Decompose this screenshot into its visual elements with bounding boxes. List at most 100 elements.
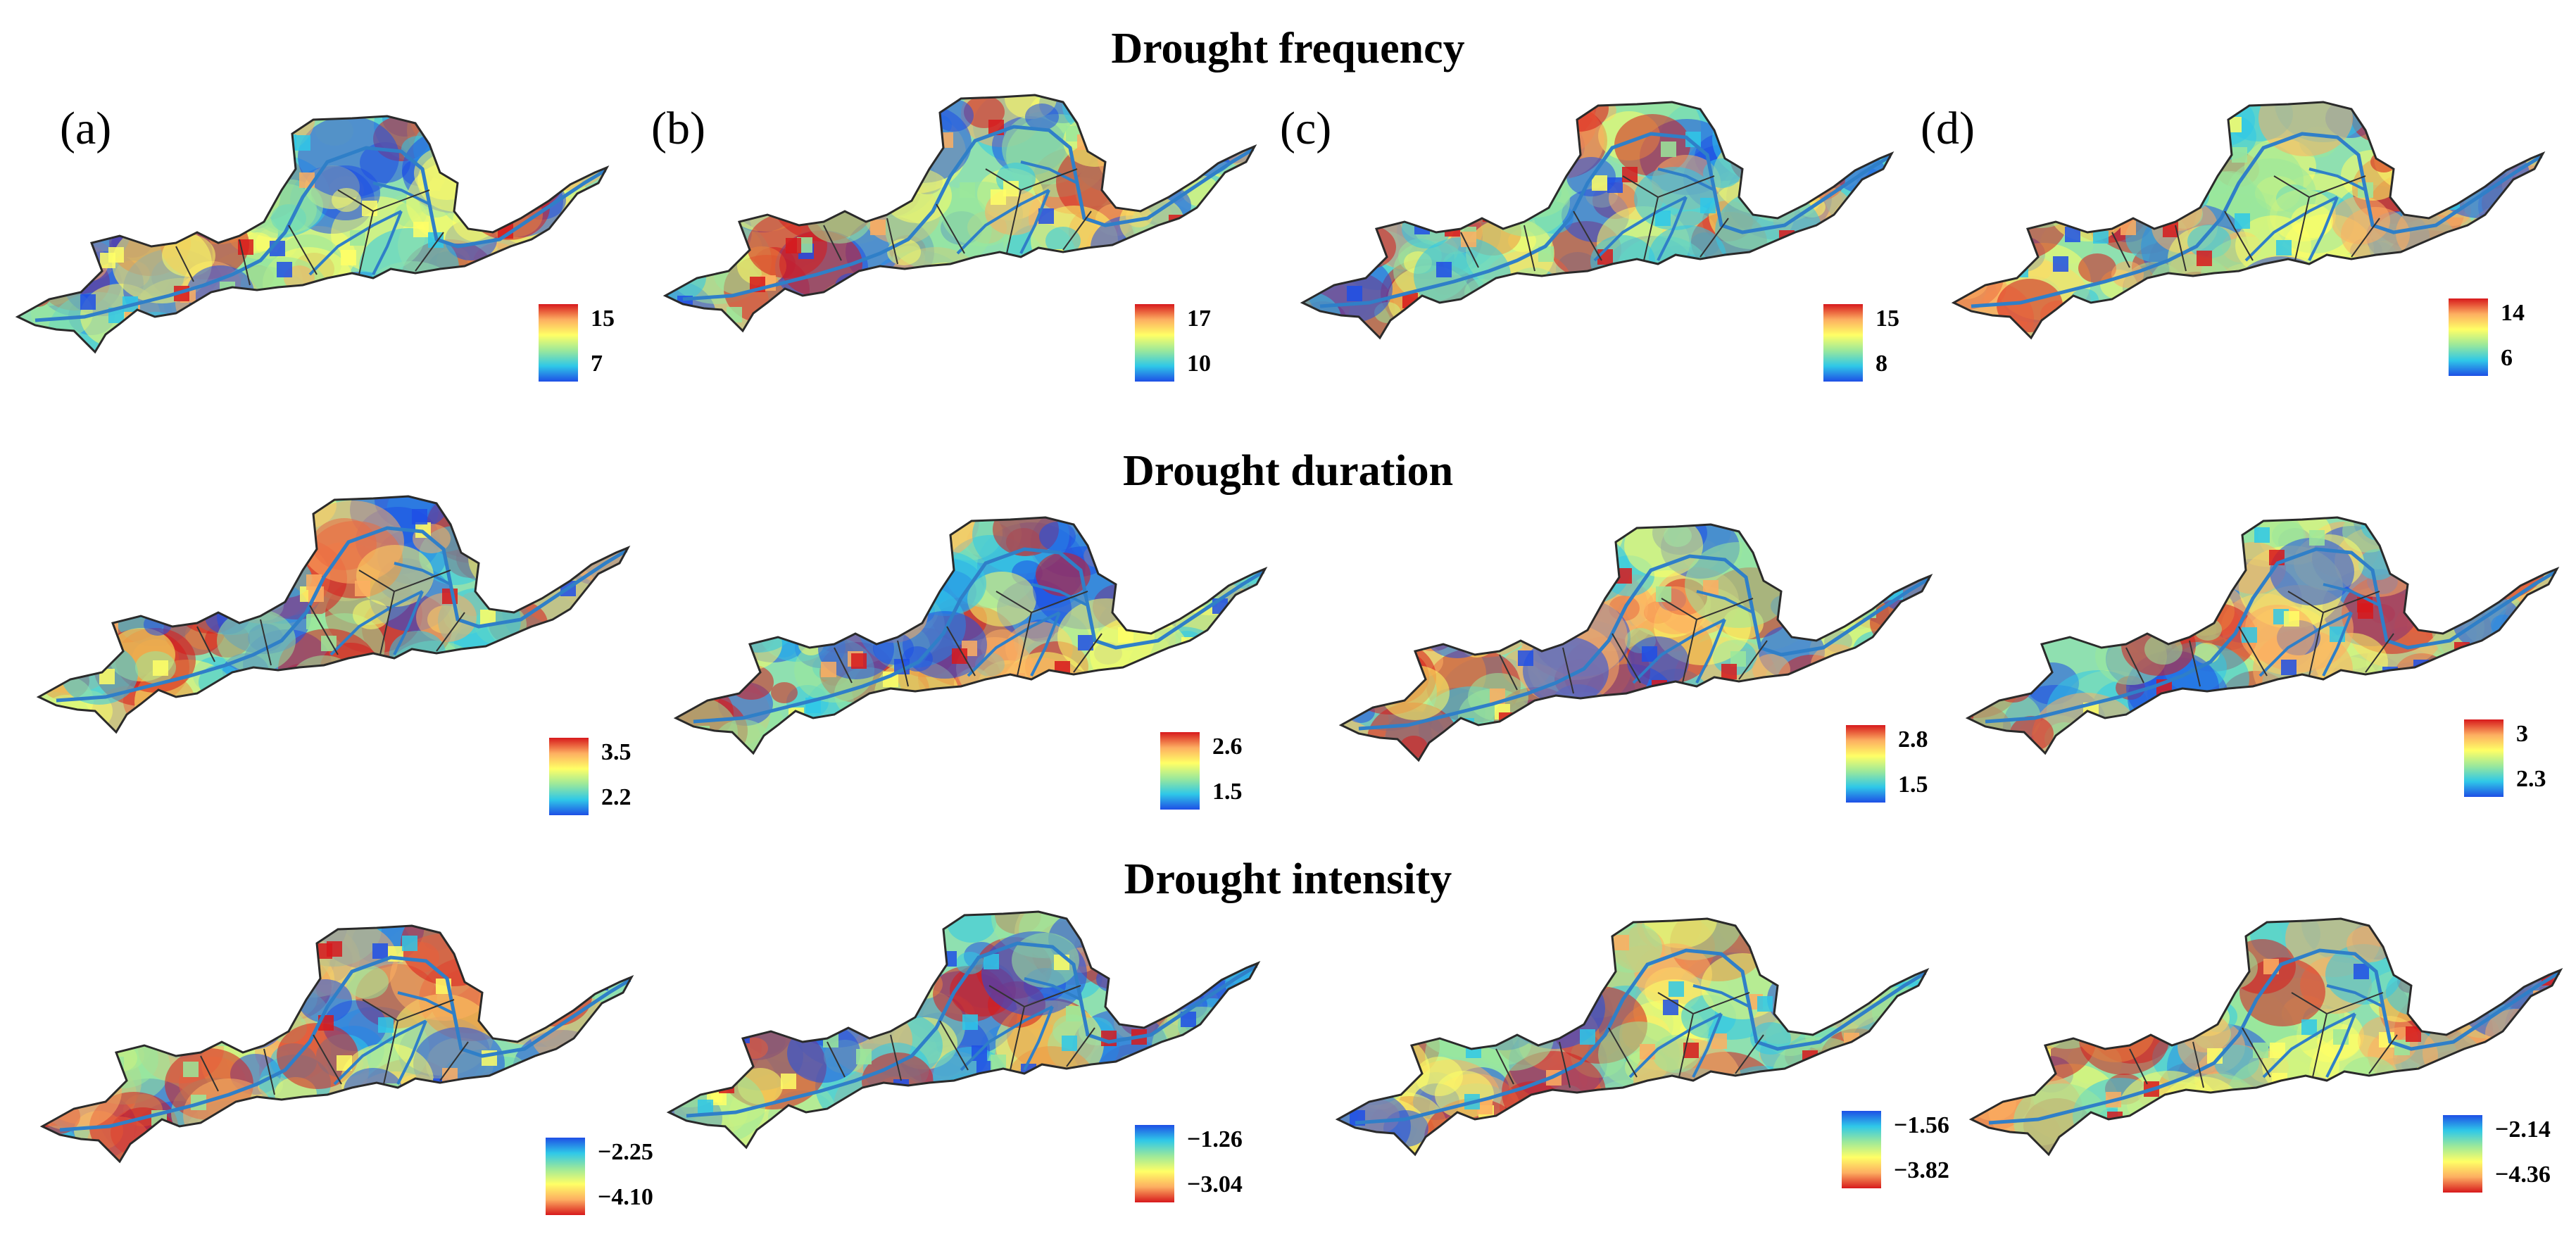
- main-river: [682, 125, 1255, 301]
- basin-outline: [36, 495, 631, 734]
- colorbar: [2464, 719, 2503, 797]
- main-river: [1988, 948, 2561, 1125]
- legend-intensity-b: −1.26 −3.04: [1135, 1125, 1276, 1202]
- map-frequency-b: [662, 94, 1257, 333]
- tributary: [333, 991, 455, 1086]
- basin-outline: [1965, 516, 2560, 755]
- basin-outline: [1968, 917, 2563, 1157]
- tributary: [1593, 168, 1715, 262]
- tributary: [1628, 984, 1750, 1078]
- sub-basin-boundary: [1460, 175, 1729, 272]
- basin-outline: [1951, 101, 2546, 340]
- tributary: [1632, 590, 1754, 684]
- map-duration-b: [673, 516, 1268, 755]
- sub-basin-boundary: [823, 168, 1092, 265]
- main-river: [686, 941, 1258, 1118]
- sub-basin-boundary: [1499, 598, 1768, 694]
- sub-basin-boundary: [2129, 992, 2398, 1088]
- main-river: [59, 955, 632, 1132]
- legend-max-label: 3: [2516, 721, 2528, 747]
- tributary: [2244, 168, 2366, 262]
- main-river: [34, 146, 607, 322]
- legend-min-label: 2.2: [601, 784, 632, 810]
- legend-max-label: 15: [591, 306, 615, 332]
- legend-frequency-a: 15 7: [539, 304, 679, 382]
- basin-outline: [673, 516, 1268, 755]
- title-drought-frequency: Drought frequency: [1111, 25, 1465, 73]
- legend-min-label: 2.3: [2516, 766, 2546, 792]
- legend-max-label: 17: [1187, 306, 1211, 332]
- map-intensity-b: [666, 910, 1261, 1150]
- colorbar: [549, 738, 589, 815]
- colorbar: [1135, 1125, 1174, 1202]
- legend-min-label: 7: [591, 351, 603, 377]
- legend-max-label: 15: [1876, 306, 1899, 332]
- map-intensity-a: [39, 924, 634, 1164]
- legend-max-label: −1.26: [1187, 1126, 1243, 1152]
- legend-max-label: −1.56: [1894, 1112, 1949, 1138]
- legend-min-label: −3.82: [1894, 1157, 1949, 1183]
- panel-label-d: (d): [1921, 103, 1975, 154]
- map-frequency-c: [1300, 101, 1895, 340]
- basin-outline: [1300, 101, 1895, 340]
- basin-outline: [1338, 523, 1933, 762]
- map-duration-c: [1338, 523, 1933, 762]
- map-intensity-d: [1968, 917, 2563, 1157]
- legend-max-label: −2.25: [598, 1139, 653, 1165]
- panel-label-c: (c): [1280, 103, 1332, 154]
- tributary: [967, 583, 1088, 677]
- basin-outline: [662, 94, 1257, 333]
- heat-field: [1302, 102, 1892, 338]
- legend-min-label: 1.5: [1898, 772, 1928, 798]
- colorbar: [539, 304, 578, 382]
- panel-label-a: (a): [60, 103, 112, 154]
- legend-max-label: −2.14: [2495, 1117, 2551, 1143]
- basin-outline: [1335, 917, 1930, 1157]
- legend-intensity-d: −2.14 −4.36: [2443, 1115, 2576, 1193]
- legend-frequency-d: 14 6: [2449, 298, 2576, 376]
- legend-min-label: −4.36: [2495, 1162, 2551, 1188]
- colorbar: [1823, 304, 1863, 382]
- sub-basin-boundary: [175, 189, 444, 286]
- colorbar: [1846, 725, 1885, 803]
- panel-label-b: (b): [651, 103, 705, 154]
- tributary: [329, 562, 451, 656]
- legend-max-label: 3.5: [601, 739, 632, 765]
- map-intensity-c: [1335, 917, 1930, 1157]
- legend-max-label: 2.8: [1898, 727, 1928, 753]
- heat-field: [1341, 524, 1930, 760]
- sub-basin-boundary: [2125, 591, 2394, 687]
- legend-intensity-c: −1.56 −3.82: [1842, 1111, 1983, 1188]
- tributary: [308, 182, 430, 276]
- legend-duration-b: 2.6 1.5: [1160, 732, 1301, 810]
- legend-frequency-b: 17 10: [1135, 304, 1276, 382]
- legend-min-label: 1.5: [1212, 779, 1243, 805]
- tributary: [960, 977, 1081, 1071]
- basin-outline: [39, 924, 634, 1164]
- tributary: [2262, 984, 2384, 1078]
- title-drought-intensity: Drought intensity: [1124, 855, 1452, 903]
- map-frequency-a: [15, 115, 610, 354]
- legend-max-label: 14: [2501, 300, 2525, 326]
- title-drought-duration: Drought duration: [1122, 447, 1454, 495]
- legend-min-label: −3.04: [1187, 1171, 1243, 1197]
- sub-basin-boundary: [200, 999, 469, 1095]
- tributary: [956, 161, 1078, 255]
- main-river: [56, 526, 628, 703]
- heat-field: [39, 496, 628, 732]
- legend-min-label: 6: [2501, 345, 2513, 371]
- legend-duration-d: 3 2.3: [2464, 719, 2576, 797]
- legend-min-label: 10: [1187, 351, 1211, 377]
- colorbar: [2449, 298, 2488, 376]
- main-river: [1319, 132, 1892, 308]
- legend-min-label: 8: [1876, 351, 1887, 377]
- legend-intensity-a: −2.25 −4.10: [546, 1138, 686, 1215]
- colorbar: [1135, 304, 1174, 382]
- colorbar: [1842, 1111, 1881, 1188]
- sub-basin-boundary: [196, 570, 465, 666]
- legend-duration-c: 2.8 1.5: [1846, 725, 1987, 803]
- legend-min-label: −4.10: [598, 1184, 653, 1210]
- legend-max-label: 2.6: [1212, 734, 1243, 760]
- colorbar: [1160, 732, 1200, 810]
- tributary: [2258, 583, 2380, 677]
